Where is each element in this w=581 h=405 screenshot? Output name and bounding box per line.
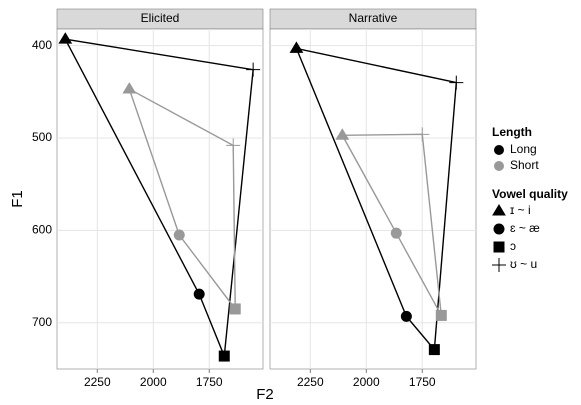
legend-label: ɪ ~ i — [510, 203, 531, 217]
x-tick-label: 1750 — [409, 375, 436, 389]
strip-label: Elicited — [141, 11, 180, 25]
legend-title: Vowel quality — [492, 187, 568, 201]
marker-square — [428, 344, 440, 356]
x-axis-label: F2 — [256, 386, 274, 403]
y-tick-label: 500 — [32, 130, 52, 144]
marker-circle — [400, 310, 412, 322]
marker-circle — [390, 227, 402, 239]
legend-key — [494, 161, 504, 171]
panel — [56, 28, 264, 370]
y-tick-label: 700 — [32, 315, 52, 329]
legend-key — [494, 145, 504, 155]
x-tick-label: 2000 — [140, 375, 167, 389]
legend-label: ʊ ~ u — [510, 257, 537, 271]
legend-label: ɔ — [510, 239, 516, 253]
marker-square — [435, 309, 447, 321]
marker-plus — [415, 127, 430, 142]
y-tick-label: 400 — [32, 38, 52, 52]
marker-triangle — [335, 128, 350, 140]
marker-plus — [226, 138, 241, 153]
x-tick-label: 2250 — [297, 375, 324, 389]
marker-circle — [193, 288, 205, 300]
y-tick-label: 600 — [32, 223, 52, 237]
x-tick-label: 2250 — [84, 375, 111, 389]
marker-circle — [493, 223, 505, 235]
marker-plus — [246, 62, 261, 77]
marker-triangle — [122, 82, 137, 94]
legend-label: Short — [510, 158, 539, 172]
marker-circle — [173, 229, 185, 241]
strip-label: Narrative — [349, 11, 398, 25]
x-tick-label: 1750 — [196, 375, 223, 389]
marker-triangle — [492, 204, 506, 216]
marker-square — [229, 303, 241, 315]
marker-square — [218, 350, 230, 362]
marker-plus — [492, 258, 506, 272]
marker-plus — [449, 75, 464, 90]
legend-label: ɛ ~ æ — [510, 221, 540, 235]
marker-triangle — [58, 32, 73, 44]
marker-triangle — [289, 41, 304, 53]
legend-label: Long — [510, 142, 537, 156]
y-axis-label: F1 — [9, 190, 26, 208]
legend-title: Length — [492, 125, 532, 139]
marker-square — [493, 241, 505, 253]
x-tick-label: 2000 — [353, 375, 380, 389]
